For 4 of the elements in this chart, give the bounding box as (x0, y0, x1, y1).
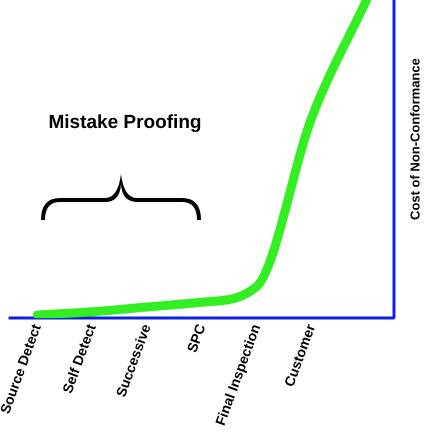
x-tick-label: Self Detect (58, 322, 99, 396)
x-tick-label: SPC (184, 322, 208, 354)
y-axis-title: Cost of Non-Conformance (408, 58, 423, 220)
annotation: Mistake Proofing (47, 111, 203, 135)
